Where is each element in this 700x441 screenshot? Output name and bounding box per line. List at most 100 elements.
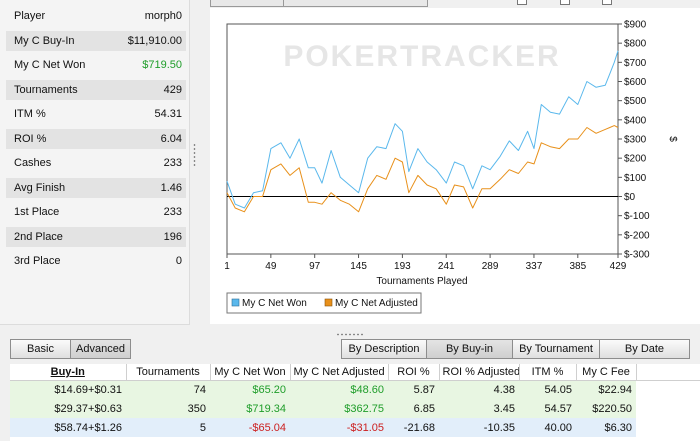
stat-label: ITM % — [14, 108, 46, 120]
stat-value: 6.04 — [160, 133, 182, 145]
stat-value: $719.50 — [142, 59, 182, 71]
legend-label-net-won: My C Net Won — [242, 298, 307, 309]
cell-net-adjusted: -$31.05 — [290, 418, 388, 437]
cell-tournaments: 350 — [126, 399, 210, 418]
cell-roi-adjusted: 4.38 — [439, 380, 519, 399]
table-row[interactable]: $14.69+$0.31 74 $65.20 $48.60 5.87 4.38 … — [10, 380, 700, 399]
cell-roi-adjusted: 3.45 — [439, 399, 519, 418]
cell-roi: 6.85 — [388, 399, 439, 418]
legend-frame — [226, 292, 422, 314]
stat-row-1st-place: 1st Place 233 — [6, 202, 186, 222]
cell-tournaments: 5 — [126, 418, 210, 437]
y-axis-label: $ — [667, 136, 678, 142]
legend-label-net-adjusted: My C Net Adjusted — [335, 298, 418, 309]
x-tick-label: 49 — [265, 261, 277, 272]
stat-row-player: Player morph0 — [6, 6, 186, 26]
column-header-fee[interactable]: My C Fee — [576, 364, 637, 381]
cell-roi: -21.68 — [388, 418, 439, 437]
by-tournament-button[interactable]: By Tournament — [512, 339, 600, 359]
y-tick-label: $500 — [624, 96, 647, 107]
stat-value: 54.31 — [154, 108, 182, 120]
column-header-itm[interactable]: ITM % — [519, 364, 577, 381]
stat-label: Tournaments — [14, 84, 78, 96]
y-tick-label: $100 — [624, 173, 647, 184]
y-tick-label: $-200 — [624, 230, 650, 241]
cell-tournaments: 74 — [126, 380, 210, 399]
column-header-tournaments[interactable]: Tournaments — [126, 364, 211, 381]
x-tick-label: 385 — [569, 261, 586, 272]
column-header-net-won[interactable]: My C Net Won — [210, 364, 291, 381]
segment-divider — [283, 0, 284, 6]
stat-value: 1.46 — [160, 182, 182, 194]
stat-value: 233 — [163, 157, 182, 169]
chart-option-checkbox[interactable] — [517, 0, 527, 5]
cell-empty — [636, 418, 700, 437]
stat-value: 429 — [163, 84, 182, 96]
stat-value: $11,910.00 — [127, 35, 182, 47]
stat-row-itm: ITM % 54.31 — [6, 104, 186, 124]
y-tick-label: $900 — [624, 20, 647, 31]
chart-view-toggle[interactable] — [210, 0, 428, 7]
basic-button[interactable]: Basic — [10, 339, 71, 359]
column-header-empty — [636, 364, 700, 381]
stat-label: My C Buy-In — [14, 35, 75, 47]
table-row[interactable]: $29.37+$0.63 350 $719.34 $362.75 6.85 3.… — [10, 399, 700, 418]
cell-net-won: $65.20 — [210, 380, 290, 399]
by-buyin-button[interactable]: By Buy-in — [426, 339, 513, 359]
x-tick-label: 193 — [394, 261, 411, 272]
stat-row-2nd-place: 2nd Place 196 — [6, 227, 186, 247]
chart-legend: My C Net Won My C Net Adjusted — [226, 292, 422, 314]
chart-option-checkbox[interactable] — [602, 0, 612, 5]
y-tick-label: $400 — [624, 115, 647, 126]
column-header-roi[interactable]: ROI % — [388, 364, 440, 381]
cell-net-won: $719.34 — [210, 399, 290, 418]
cell-fee: $220.50 — [576, 399, 636, 418]
stat-row-net-won: My C Net Won $719.50 — [6, 55, 186, 75]
y-tick-label: $700 — [624, 58, 647, 69]
stat-label: Cashes — [14, 157, 52, 169]
series-line-net-adjusted — [226, 125, 619, 213]
y-tick-label: $300 — [624, 135, 647, 146]
cell-net-won: -$65.04 — [210, 418, 290, 437]
by-date-button[interactable]: By Date — [599, 339, 690, 359]
legend-swatch-net-adjusted — [324, 298, 333, 307]
cell-fee: $22.94 — [576, 380, 636, 399]
stat-row-buyin: My C Buy-In $11,910.00 — [6, 31, 186, 51]
cell-empty — [636, 380, 700, 399]
y-tick-label: $0 — [624, 192, 636, 203]
stat-row-roi: ROI % 6.04 — [6, 129, 186, 149]
profit-chart: POKERTRACKER 1 49 97 145 193 241 289 337 385 429 … — [224, 20, 678, 314]
x-tick-label: 337 — [526, 261, 543, 272]
table-header-row: Buy-In Tournaments My C Net Won My C Net… — [10, 364, 700, 381]
cell-buyin: $58.74+$1.26 — [10, 418, 126, 437]
cell-roi: 5.87 — [388, 380, 439, 399]
stat-value: 196 — [163, 231, 182, 243]
x-tick-label: 1 — [224, 261, 230, 272]
horizontal-splitter-handle[interactable] — [336, 333, 364, 336]
x-tick-label: 289 — [482, 261, 499, 272]
chart-option-checkbox[interactable] — [560, 0, 570, 5]
by-description-button[interactable]: By Description — [341, 339, 427, 359]
cell-net-adjusted: $48.60 — [290, 380, 388, 399]
column-header-buyin[interactable]: Buy-In — [10, 364, 127, 381]
stat-label: Avg Finish — [14, 182, 66, 194]
x-tick-label: 429 — [610, 261, 627, 272]
stat-row-cashes: Cashes 233 — [6, 153, 186, 173]
cell-fee: $6.30 — [576, 418, 636, 437]
stat-label: ROI % — [14, 133, 47, 145]
cell-itm: 54.57 — [519, 399, 576, 418]
stat-row-avg-finish: Avg Finish 1.46 — [6, 178, 186, 198]
column-header-net-adjusted[interactable]: My C Net Adjusted — [290, 364, 389, 381]
cell-buyin: $14.69+$0.31 — [10, 380, 126, 399]
series-line-net-won — [226, 50, 619, 209]
stat-label: My C Net Won — [14, 59, 86, 71]
cell-roi-adjusted: -10.35 — [439, 418, 519, 437]
cell-itm: 40.00 — [519, 418, 576, 437]
plot-area — [226, 23, 619, 255]
cell-buyin: $29.37+$0.63 — [10, 399, 126, 418]
vertical-splitter-handle[interactable] — [193, 143, 196, 167]
table-row[interactable]: $58.74+$1.26 5 -$65.04 -$31.05 -21.68 -1… — [10, 418, 700, 437]
column-header-roi-adjusted[interactable]: ROI % Adjusted — [439, 364, 520, 381]
advanced-button[interactable]: Advanced — [70, 339, 131, 359]
stat-value: morph0 — [144, 10, 182, 22]
